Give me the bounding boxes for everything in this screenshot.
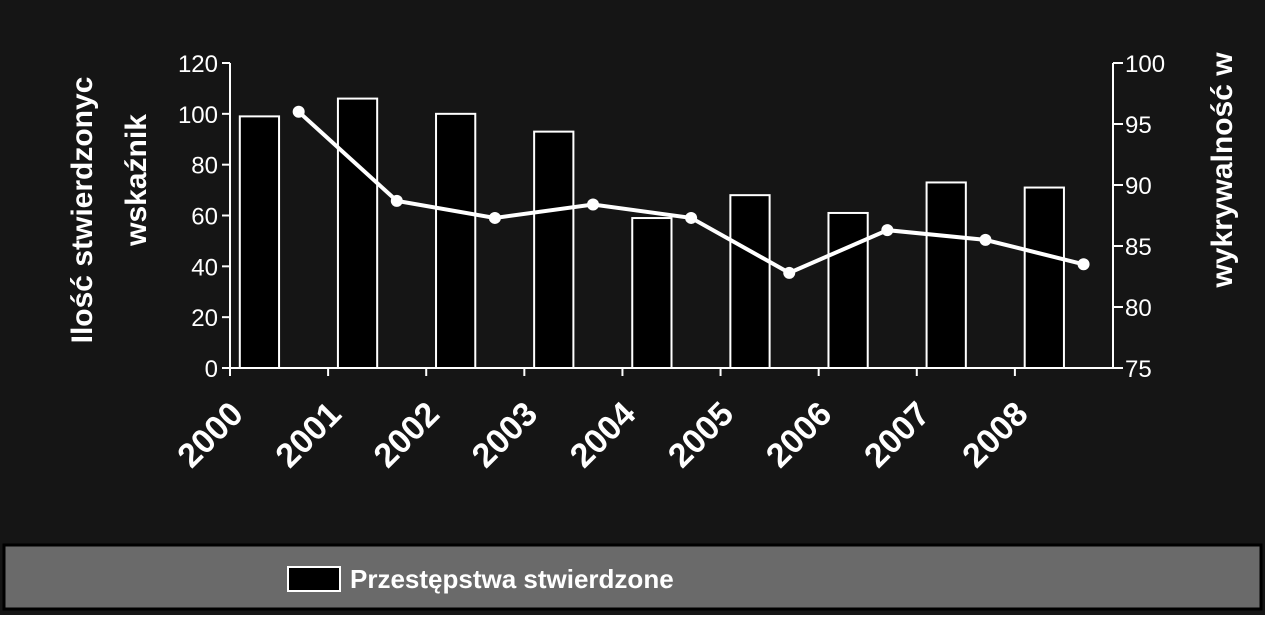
y2-tick-label: 100 (1125, 51, 1165, 78)
y2-axis-label: wykrywalność w (1206, 52, 1239, 289)
legend-label: Przestępstwa stwierdzone (350, 564, 674, 594)
line-point (488, 211, 501, 224)
bar (1023, 186, 1065, 369)
bar (435, 112, 477, 370)
legend-swatch (287, 566, 341, 592)
bar (827, 211, 869, 369)
line-point (587, 198, 600, 211)
line-point (292, 105, 305, 118)
y2-tick-label: 80 (1125, 295, 1152, 322)
y-axis-label: Ilość stwierdzonyc (66, 77, 99, 344)
y-tick-label: 120 (178, 51, 218, 78)
legend-panel (2, 543, 1263, 611)
y-tick-label: 0 (205, 356, 218, 383)
line-point (783, 266, 796, 279)
y-tick-label: 20 (191, 305, 218, 332)
y-tick-label: 80 (191, 153, 218, 180)
line-point (881, 224, 894, 237)
y2-tick-label: 90 (1125, 173, 1152, 200)
bar (238, 115, 281, 369)
y-axis-label: wskaźnik (120, 114, 153, 247)
y-tick-label: 60 (191, 204, 218, 231)
y-tick-label: 40 (191, 254, 218, 281)
y2-tick-label: 85 (1125, 234, 1152, 261)
bar (533, 130, 575, 369)
y-tick-label: 100 (178, 102, 218, 129)
bar (336, 97, 379, 369)
bar (925, 181, 967, 369)
line-point (979, 233, 992, 246)
line-point (1077, 258, 1090, 271)
bar (631, 217, 673, 369)
line-point (390, 194, 403, 207)
y2-tick-label: 75 (1125, 356, 1152, 383)
y2-tick-label: 95 (1125, 112, 1152, 139)
bar (729, 194, 771, 369)
line-point (685, 211, 698, 224)
